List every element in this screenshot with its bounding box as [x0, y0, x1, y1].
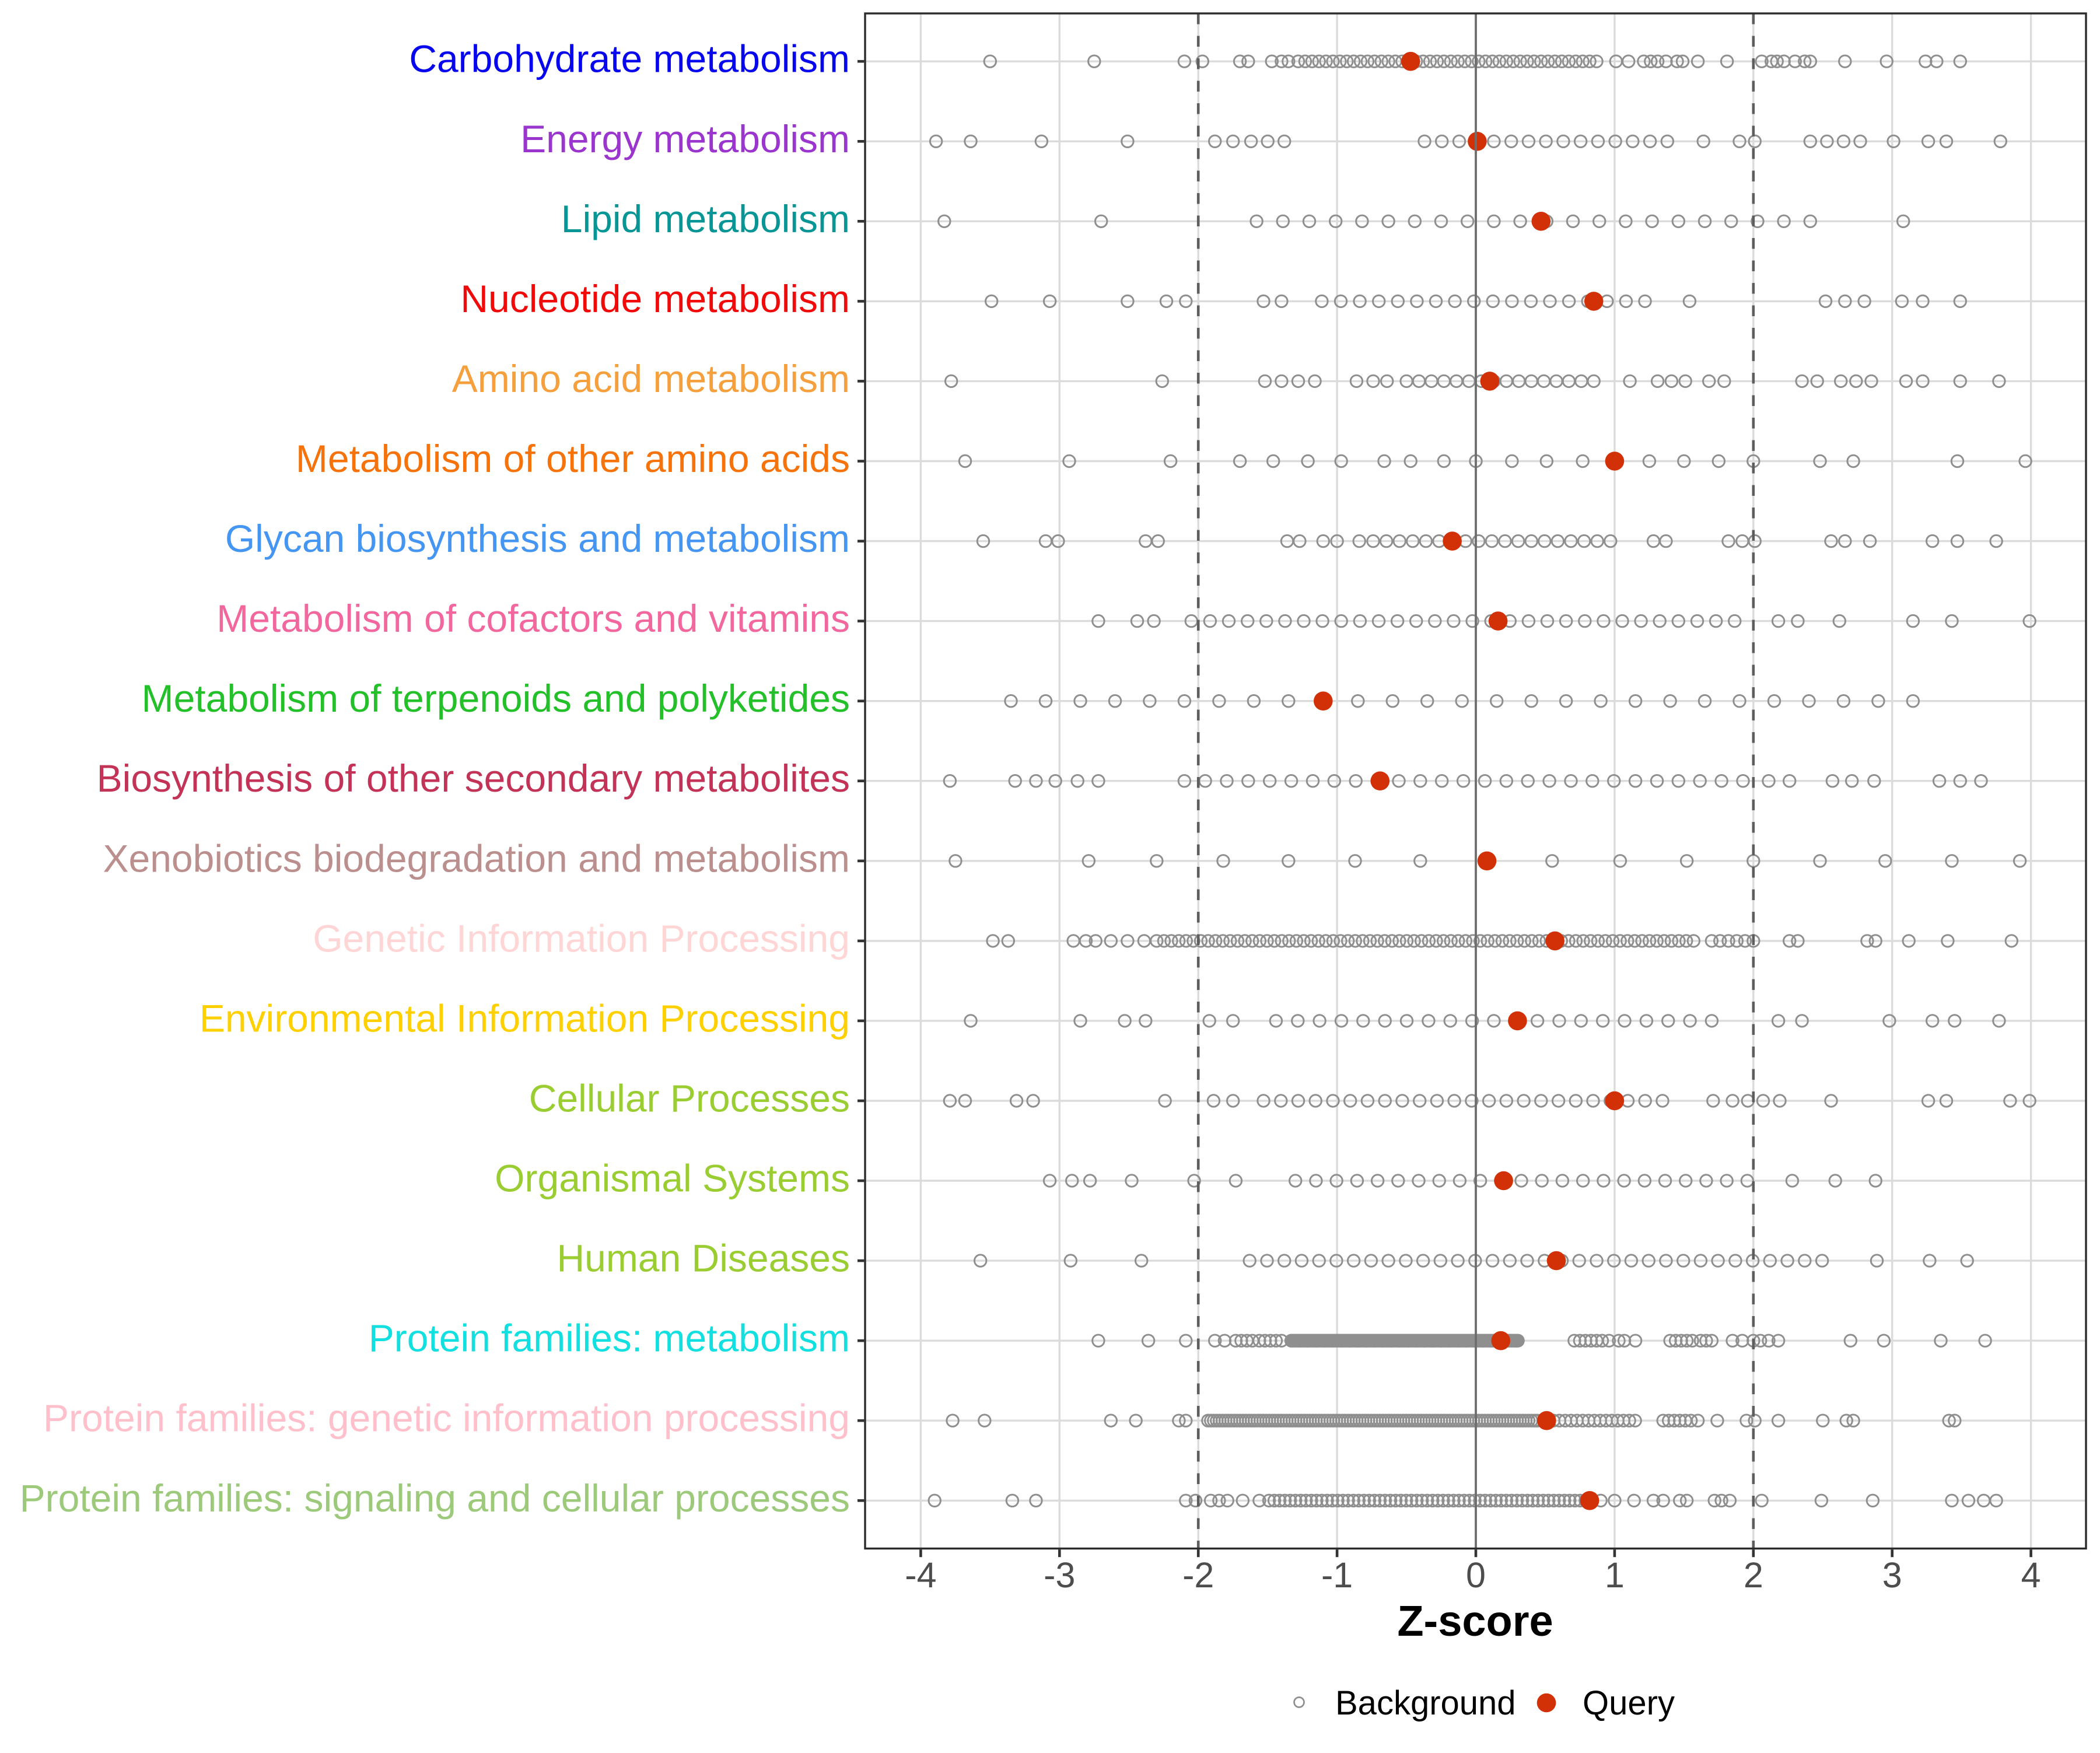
svg-text:Biosynthesis of other secondar: Biosynthesis of other secondary metaboli… — [97, 757, 850, 800]
svg-text:0: 0 — [1466, 1555, 1486, 1595]
svg-text:Cellular Processes: Cellular Processes — [529, 1077, 850, 1120]
svg-text:Query: Query — [1583, 1684, 1675, 1722]
svg-text:4: 4 — [2021, 1555, 2041, 1595]
svg-text:Genetic Information Processing: Genetic Information Processing — [313, 916, 850, 960]
svg-text:1: 1 — [1605, 1555, 1625, 1595]
svg-text:-1: -1 — [1321, 1555, 1353, 1595]
svg-text:Environmental Information Proc: Environmental Information Processing — [200, 996, 850, 1040]
svg-text:Amino acid metabolism: Amino acid metabolism — [452, 357, 850, 400]
svg-text:Metabolism of other amino acid: Metabolism of other amino acids — [296, 437, 850, 480]
svg-text:-4: -4 — [905, 1555, 936, 1595]
svg-text:Protein families: metabolism: Protein families: metabolism — [369, 1317, 850, 1360]
svg-text:-2: -2 — [1182, 1555, 1214, 1595]
svg-text:Background: Background — [1335, 1684, 1516, 1722]
svg-text:-3: -3 — [1044, 1555, 1075, 1595]
svg-text:2: 2 — [1744, 1555, 1763, 1595]
svg-text:Human Diseases: Human Diseases — [556, 1237, 850, 1280]
svg-text:Metabolism of terpenoids and p: Metabolism of terpenoids and polyketides — [142, 677, 850, 720]
svg-text:Xenobiotics biodegradation and: Xenobiotics biodegradation and metabolis… — [103, 837, 850, 880]
svg-text:3: 3 — [1882, 1555, 1902, 1595]
svg-text:Glycan biosynthesis and metabo: Glycan biosynthesis and metabolism — [225, 517, 850, 560]
svg-text:Protein families: genetic info: Protein families: genetic information pr… — [43, 1397, 850, 1440]
svg-text:Protein families: signaling an: Protein families: signaling and cellular… — [20, 1476, 850, 1520]
svg-text:Organismal Systems: Organismal Systems — [495, 1157, 850, 1200]
svg-text:Nucleotide metabolism: Nucleotide metabolism — [460, 277, 850, 320]
svg-text:Energy metabolism: Energy metabolism — [520, 117, 850, 160]
svg-text:Lipid metabolism: Lipid metabolism — [561, 197, 850, 240]
svg-text:Carbohydrate metabolism: Carbohydrate metabolism — [409, 37, 850, 81]
svg-text:Metabolism of cofactors and vi: Metabolism of cofactors and vitamins — [216, 597, 850, 640]
svg-text:Z-score: Z-score — [1397, 1597, 1553, 1645]
